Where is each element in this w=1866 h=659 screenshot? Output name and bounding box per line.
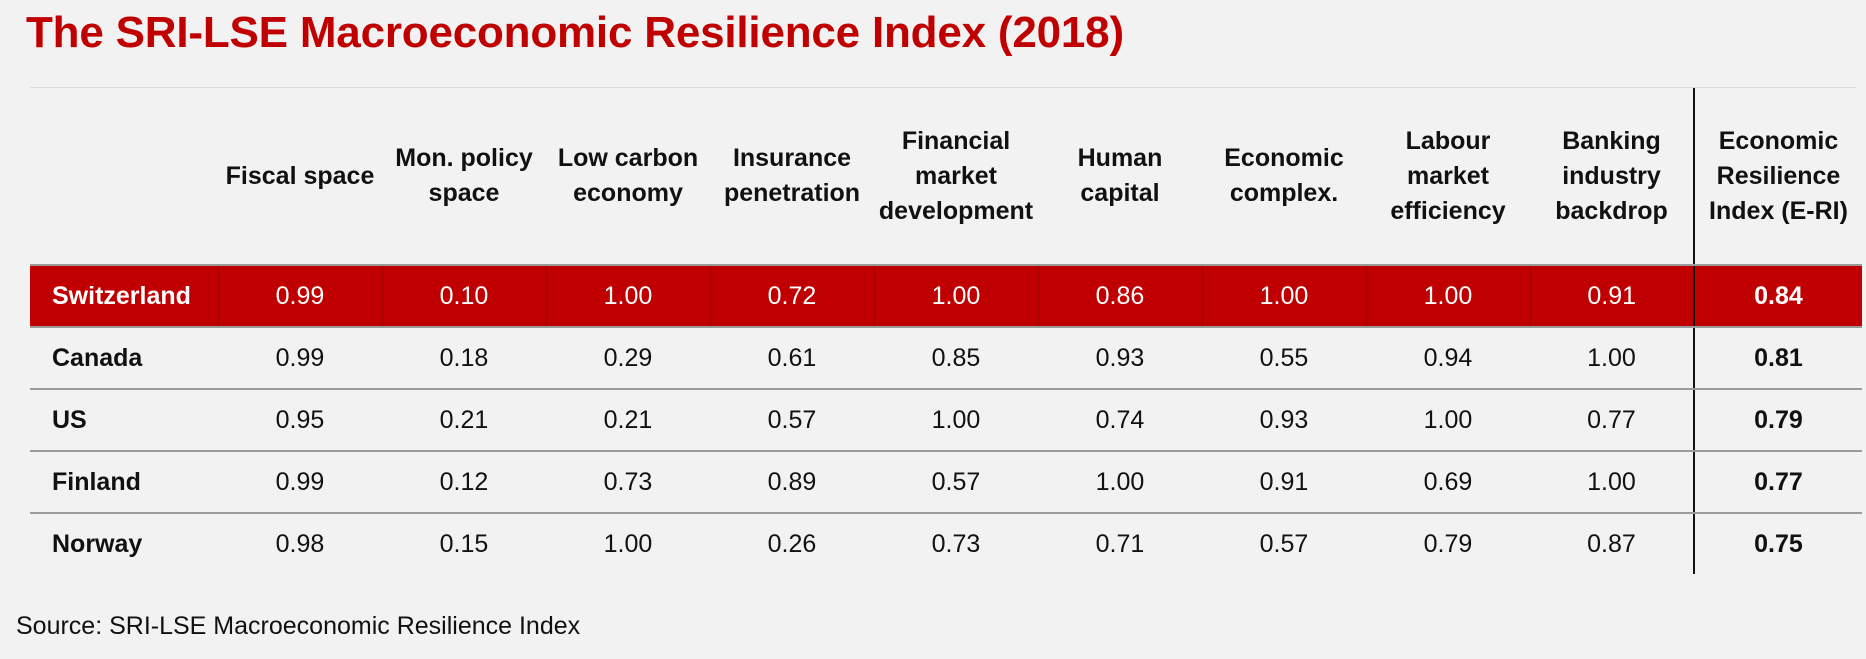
value-cell: 0.72 bbox=[709, 265, 874, 328]
value-cell: 0.79 bbox=[1423, 529, 1473, 558]
value-cell: 0.91 bbox=[1529, 265, 1694, 328]
value-cell: 1.00 bbox=[1038, 451, 1202, 514]
column-header: Mon. policy space bbox=[382, 88, 546, 266]
value-cell: 0.99 bbox=[218, 327, 382, 390]
value-cell: 0.55 bbox=[1202, 327, 1366, 390]
value-cell: 1.00 bbox=[874, 389, 1038, 452]
resilience-index-table: Fiscal space Mon. policy space Low carbo… bbox=[30, 88, 1862, 574]
value-cell: 0.15 bbox=[439, 529, 489, 558]
eri-value-cell: 0.77 bbox=[1693, 451, 1862, 514]
value-cell: 1.00 bbox=[1366, 389, 1530, 452]
eri-column-header: Economic Resilience Index (E-RI) bbox=[1693, 88, 1862, 266]
value-cell: 0.77 bbox=[1530, 389, 1694, 452]
value-cell: 0.87 bbox=[1587, 529, 1636, 558]
value-cell: 0.73 bbox=[931, 529, 981, 558]
value-cell: 0.12 bbox=[382, 451, 546, 514]
country-cell: Norway bbox=[52, 529, 143, 558]
value-cell: 1.00 bbox=[545, 265, 710, 328]
source-note: Source: SRI-LSE Macroeconomic Resilience… bbox=[16, 612, 581, 640]
table-row: Finland 0.99 0.12 0.73 0.89 0.57 1.00 0.91 0.69 1… bbox=[30, 451, 1862, 514]
value-cell: 0.61 bbox=[710, 327, 874, 390]
value-cell: 0.98 bbox=[275, 529, 325, 558]
value-cell: 0.57 bbox=[874, 451, 1038, 514]
value-cell: 0.26 bbox=[767, 529, 817, 558]
value-cell: 0.21 bbox=[546, 389, 710, 452]
country-cell: Finland bbox=[30, 451, 218, 514]
country-column-header bbox=[30, 88, 218, 266]
eri-value-cell: 0.79 bbox=[1693, 389, 1862, 452]
value-cell: 0.99 bbox=[218, 451, 382, 514]
value-cell: 0.57 bbox=[710, 389, 874, 452]
title-divider bbox=[30, 87, 1856, 88]
table-row: Switzerland 0.99 0.10 1.00 0.72 1.00 0.86 1.00 1… bbox=[30, 265, 1862, 328]
value-cell: 0.69 bbox=[1366, 451, 1530, 514]
column-header: Financial market development bbox=[874, 88, 1038, 266]
value-cell: 1.00 bbox=[603, 529, 653, 558]
table-body: Switzerland 0.99 0.10 1.00 0.72 1.00 0.86 1.00 1… bbox=[30, 265, 1862, 574]
page-title: The SRI-LSE Macroeconomic Resilience Ind… bbox=[26, 8, 1124, 57]
value-cell: 0.10 bbox=[381, 265, 546, 328]
value-cell: 0.85 bbox=[874, 327, 1038, 390]
column-header: Low carbon economy bbox=[546, 88, 710, 266]
value-cell: 0.29 bbox=[546, 327, 710, 390]
value-cell: 1.00 bbox=[1201, 265, 1366, 328]
table-header-row: Fiscal space Mon. policy space Low carbo… bbox=[30, 88, 1862, 266]
column-header: Human capital bbox=[1038, 88, 1202, 266]
value-cell: 0.21 bbox=[382, 389, 546, 452]
value-cell: 1.00 bbox=[1365, 265, 1530, 328]
column-header: Labour market efficiency bbox=[1366, 88, 1530, 266]
value-cell: 1.00 bbox=[1530, 451, 1694, 514]
value-cell: 0.93 bbox=[1038, 327, 1202, 390]
column-header: Insurance penetration bbox=[710, 88, 874, 266]
table-row: US 0.95 0.21 0.21 0.57 1.00 0.74 0.93 1.00 0.77 0.… bbox=[30, 389, 1862, 452]
value-cell: 0.95 bbox=[218, 389, 382, 452]
eri-value-cell: 0.84 bbox=[1693, 265, 1862, 328]
country-cell: Switzerland bbox=[30, 265, 218, 328]
value-cell: 0.99 bbox=[217, 265, 382, 328]
value-cell: 0.86 bbox=[1037, 265, 1202, 328]
country-cell: Canada bbox=[30, 327, 218, 390]
value-cell: 0.89 bbox=[710, 451, 874, 514]
table-row: Canada 0.99 0.18 0.29 0.61 0.85 0.93 0.55 0.94 1.… bbox=[30, 327, 1862, 390]
table-row: Norway 0.98 0.15 1.00 0.26 0.73 0.71 0.57 0.79 0.… bbox=[30, 513, 1862, 574]
value-cell: 0.94 bbox=[1366, 327, 1530, 390]
eri-value-cell: 0.81 bbox=[1693, 327, 1862, 390]
column-header: Banking industry backdrop bbox=[1530, 88, 1694, 266]
value-cell: 0.71 bbox=[1095, 529, 1145, 558]
value-cell: 0.91 bbox=[1202, 451, 1366, 514]
value-cell: 0.73 bbox=[546, 451, 710, 514]
value-cell: 0.57 bbox=[1259, 529, 1309, 558]
eri-value-cell: 0.75 bbox=[1693, 513, 1862, 574]
value-cell: 0.93 bbox=[1202, 389, 1366, 452]
column-header: Economic complex. bbox=[1202, 88, 1366, 266]
column-header: Fiscal space bbox=[218, 88, 382, 266]
value-cell: 0.18 bbox=[382, 327, 546, 390]
value-cell: 1.00 bbox=[873, 265, 1038, 328]
value-cell: 1.00 bbox=[1530, 327, 1694, 390]
value-cell: 0.74 bbox=[1038, 389, 1202, 452]
country-cell: US bbox=[30, 389, 218, 452]
